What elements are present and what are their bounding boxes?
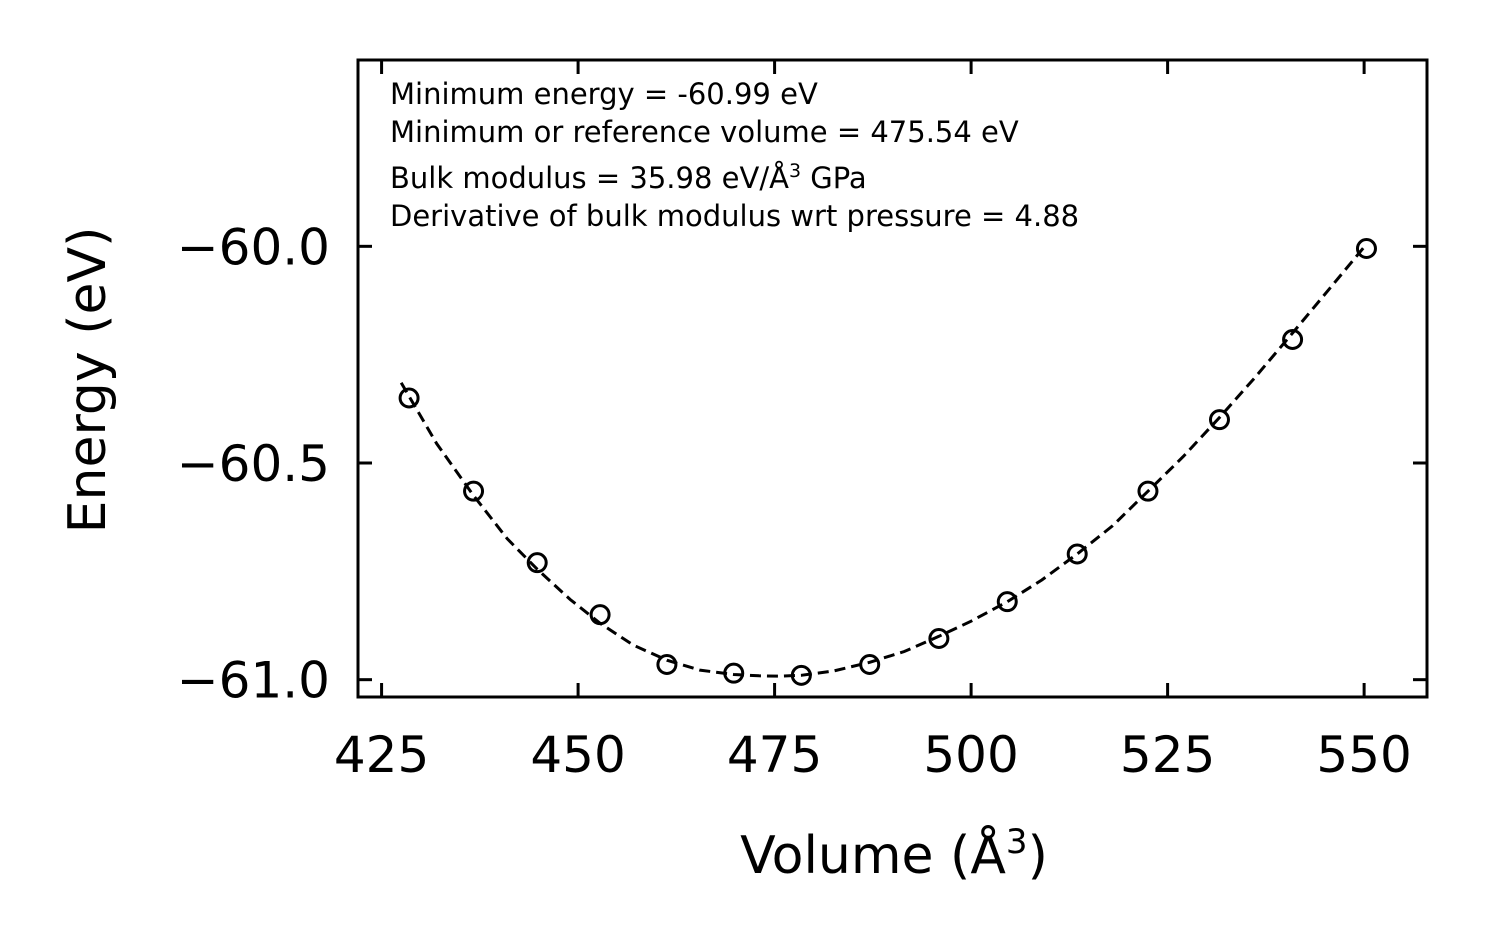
annotation-bulk-modulus-unit: GPa	[801, 161, 867, 195]
x-tick-label-500: 500	[923, 726, 1018, 784]
annotation-bulk-modulus-sup: 3	[789, 160, 801, 182]
annotation-min-volume: Minimum or reference volume = 475.54 eV	[390, 115, 1019, 149]
data-point-14	[1355, 238, 1377, 259]
x-axis-title-close: )	[1028, 826, 1048, 886]
data-point-9	[996, 591, 1018, 613]
data-points-layer	[398, 238, 1377, 686]
data-point-5	[723, 662, 745, 684]
annotation-derivative: Derivative of bulk modulus wrt pressure …	[390, 199, 1079, 233]
annotation-block: Minimum energy = -60.99 eV Minimum or re…	[390, 77, 1079, 233]
plot-frame	[356, 58, 1429, 699]
data-point-11	[1137, 480, 1159, 502]
y-axis-title: Energy (eV)	[58, 227, 118, 534]
data-point-8	[928, 628, 950, 649]
data-point-13	[1282, 329, 1304, 350]
data-point-12	[1208, 409, 1230, 431]
data-point-0	[398, 387, 420, 409]
y-tick-label--60.5: −60.5	[177, 435, 330, 493]
y-tick-label--61: −61.0	[177, 652, 330, 710]
annotation-bulk-modulus-base: Bulk modulus = 35.98 eV/Å	[390, 161, 789, 195]
data-point-6	[790, 664, 812, 686]
data-point-7	[859, 654, 881, 675]
x-tick-label-525: 525	[1120, 726, 1215, 784]
x-tick-label-425: 425	[334, 726, 429, 784]
data-point-3	[589, 604, 611, 626]
data-point-10	[1066, 543, 1088, 565]
x-axis-title-main: Volume (Å	[740, 824, 1006, 886]
x-axis-title-sup: 3	[1006, 822, 1028, 862]
y-tick-label--60: −60.0	[177, 218, 330, 276]
data-point-2	[526, 552, 548, 574]
annotation-min-energy: Minimum energy = -60.99 eV	[390, 77, 818, 111]
fit-curve-layer	[399, 243, 1368, 678]
data-point-1	[463, 480, 485, 502]
x-axis-title: Volume (Å3)	[740, 822, 1048, 886]
axis-ticks: 425 450 475 500 525 550 −61.0 −60.5 −60.0	[177, 60, 1427, 784]
fit-curve-line	[399, 243, 1368, 678]
x-tick-label-550: 550	[1316, 726, 1411, 784]
x-tick-label-450: 450	[530, 726, 625, 784]
annotation-bulk-modulus: Bulk modulus = 35.98 eV/Å3 GPa	[390, 160, 867, 195]
data-point-4	[656, 654, 678, 675]
x-tick-label-475: 475	[727, 726, 822, 784]
